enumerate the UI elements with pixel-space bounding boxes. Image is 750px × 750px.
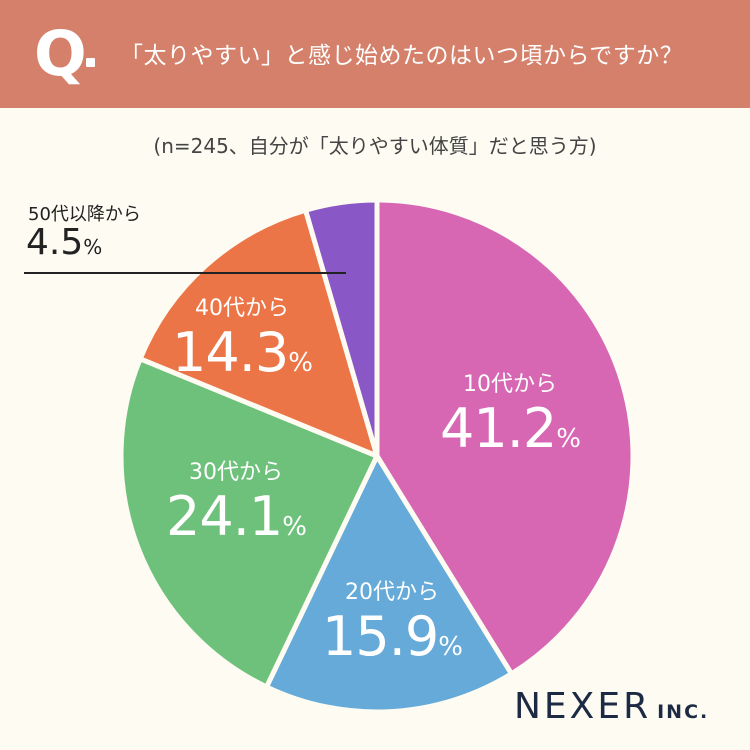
slice-40s: [137, 207, 380, 459]
slice-50s: [303, 197, 380, 459]
label-40s-value: 14.3%: [172, 321, 313, 384]
label-30s-value: 24.1%: [166, 485, 307, 548]
q-dot: [86, 58, 95, 67]
chart-subtitle: (n=245、自分が「太りやすい体質」だと思う方): [153, 134, 597, 158]
label-10s-category: 10代から: [462, 372, 557, 397]
label-50s-category: 50代以降から: [28, 204, 141, 225]
label-30s-category: 30代から: [188, 460, 283, 485]
slice-20s: [264, 453, 514, 715]
label-50s-value: 4.5%: [26, 222, 103, 263]
label-10s-value: 41.2%: [440, 397, 581, 460]
label-20s: 20代から 15.9%: [322, 580, 463, 678]
nexer-logo: NEXER INC.: [514, 686, 710, 727]
label-10s: 10代から 41.2%: [440, 372, 581, 470]
label-40s-category: 40代から: [194, 296, 289, 321]
slice-30s: [118, 356, 380, 690]
label-20s-category: 20代から: [344, 580, 439, 605]
question-title: 「太りやすい」と感じ始めたのはいつ頃からですか？: [120, 43, 684, 69]
label-40s: 40代から 14.3%: [172, 296, 313, 394]
q-mark: Q: [34, 17, 87, 90]
label-30s: 30代から 24.1%: [166, 460, 307, 558]
header-banner: Q 「太りやすい」と感じ始めたのはいつ頃からですか？: [0, 0, 750, 108]
label-50s-leader-line: [24, 272, 346, 274]
label-20s-value: 15.9%: [322, 605, 463, 668]
